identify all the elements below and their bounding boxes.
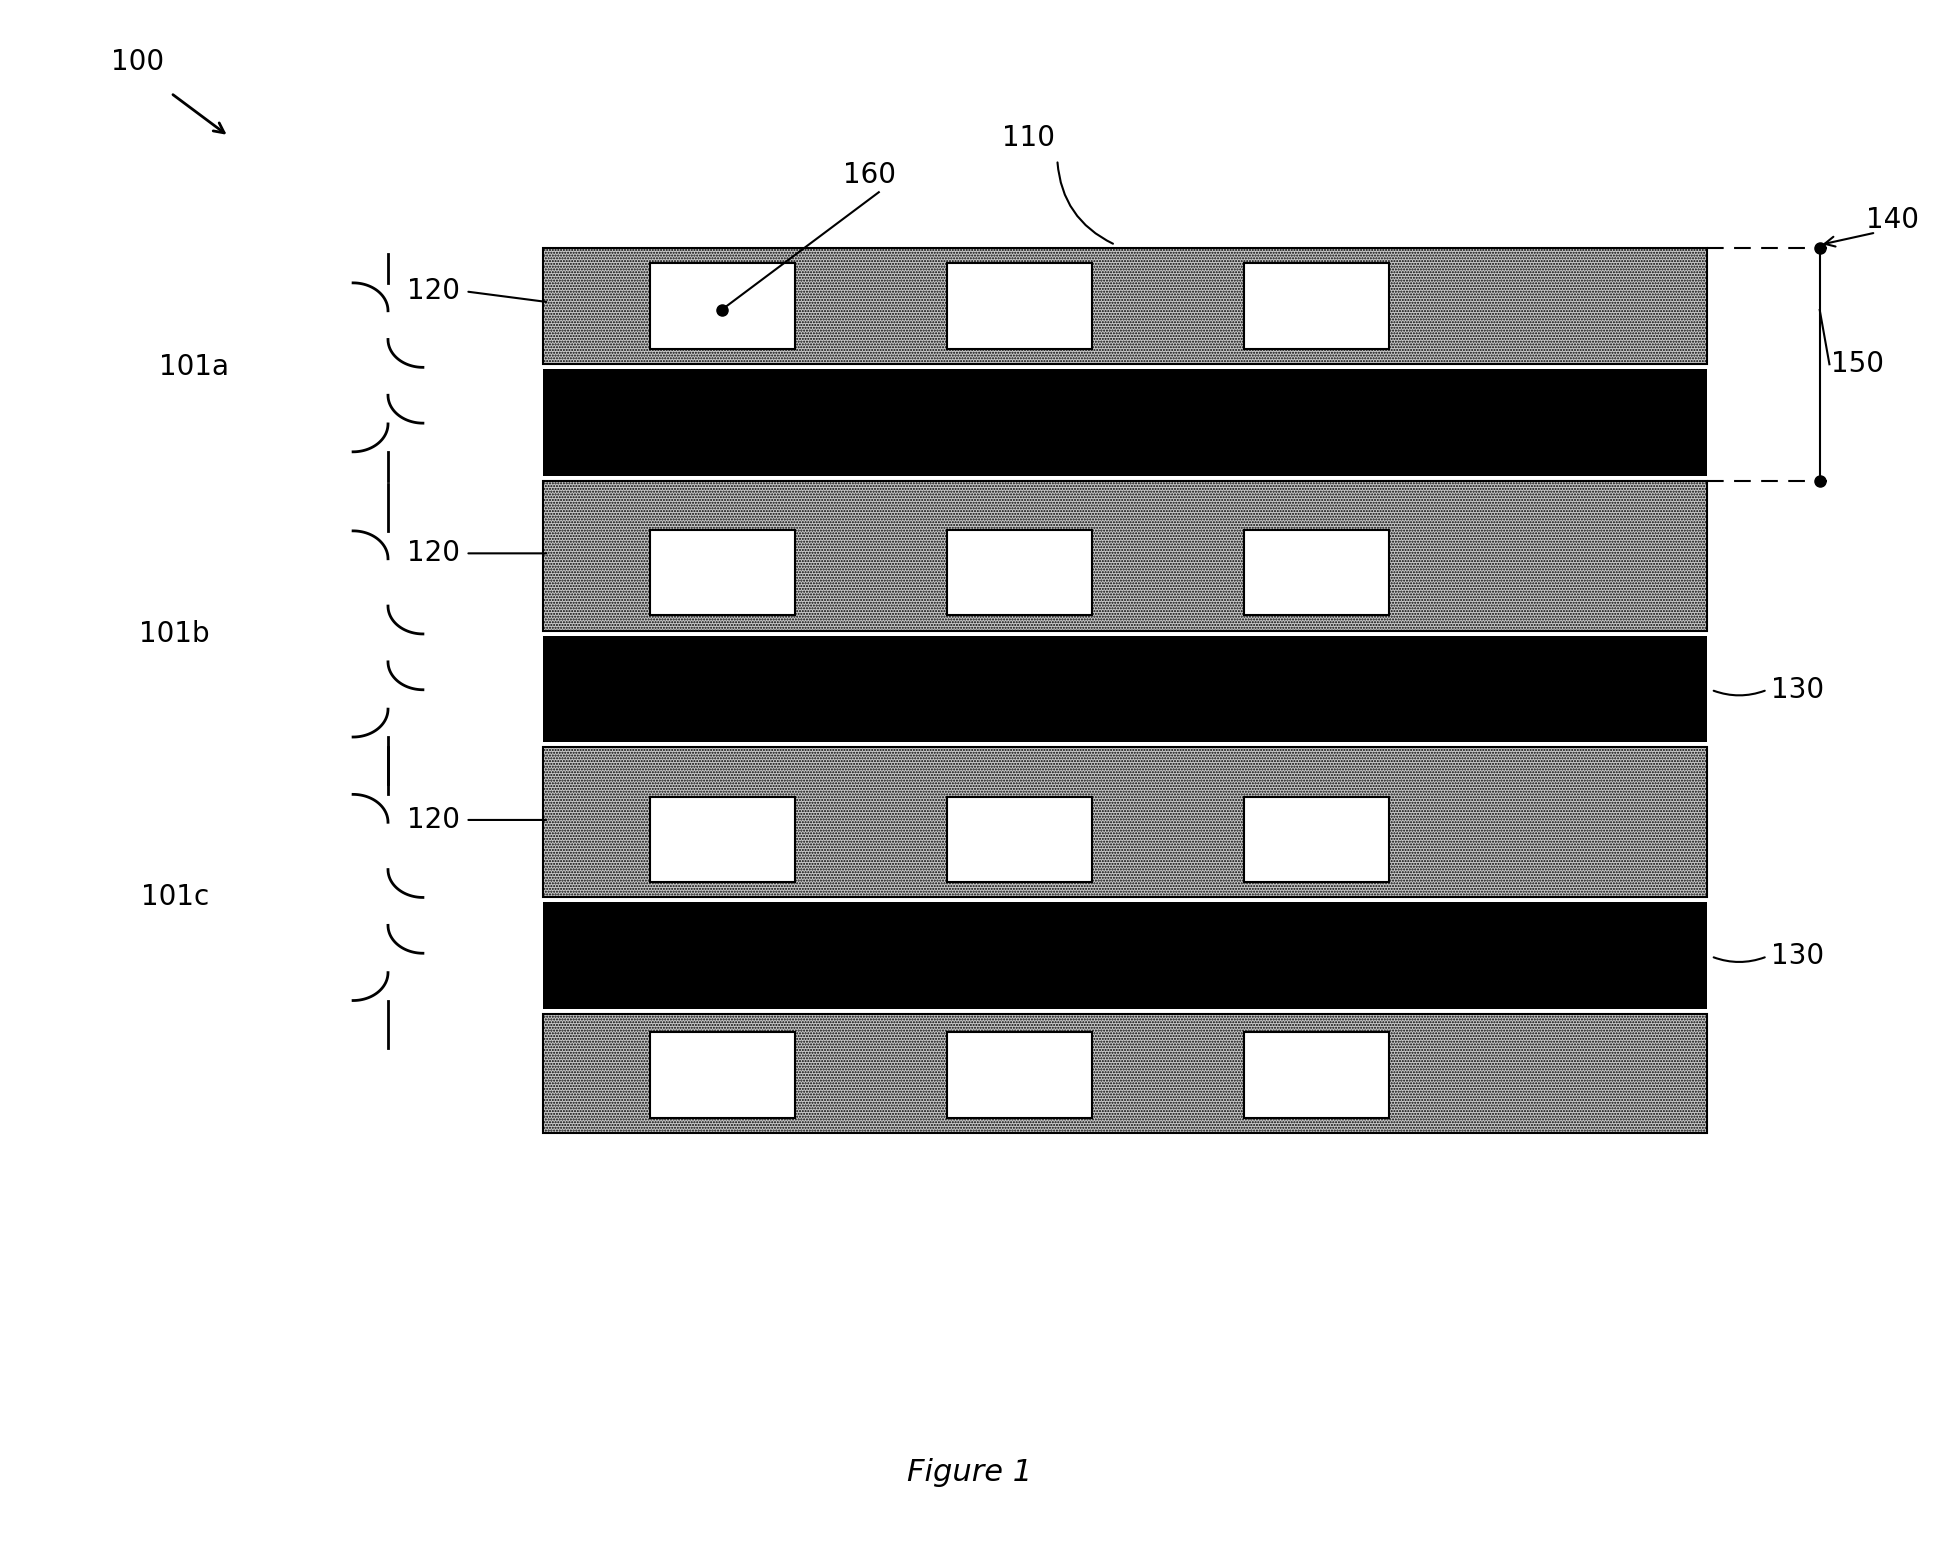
Text: 120: 120 — [407, 539, 460, 567]
Bar — [1243, 264, 1388, 349]
Text: 110: 110 — [1001, 124, 1055, 152]
Bar — [1243, 1032, 1388, 1118]
Bar — [543, 248, 1706, 364]
Text: 120: 120 — [407, 806, 460, 834]
Text: Figure 1: Figure 1 — [907, 1459, 1032, 1486]
Bar — [650, 1032, 795, 1118]
Text: 140: 140 — [1865, 206, 1918, 234]
Text: 101a: 101a — [159, 353, 229, 381]
Text: 101c: 101c — [142, 883, 209, 911]
Text: 130: 130 — [1590, 370, 1642, 398]
Text: 120: 120 — [407, 277, 460, 305]
Bar — [543, 636, 1706, 742]
Text: 150: 150 — [1830, 350, 1883, 378]
Bar — [543, 902, 1706, 1009]
Bar — [946, 264, 1092, 349]
Text: 101b: 101b — [140, 620, 209, 648]
Bar — [946, 530, 1092, 615]
Text: 160: 160 — [842, 161, 896, 189]
Text: 100: 100 — [111, 48, 163, 76]
Bar — [946, 1032, 1092, 1118]
Bar — [543, 1014, 1706, 1133]
Text: 130: 130 — [1770, 942, 1823, 970]
Bar — [650, 264, 795, 349]
Bar — [543, 747, 1706, 897]
Bar — [543, 480, 1706, 631]
Bar — [650, 797, 795, 882]
Bar — [1243, 797, 1388, 882]
Bar — [543, 369, 1706, 476]
Bar — [650, 530, 795, 615]
Bar — [946, 797, 1092, 882]
Text: 130: 130 — [1770, 676, 1823, 704]
Bar — [1243, 530, 1388, 615]
